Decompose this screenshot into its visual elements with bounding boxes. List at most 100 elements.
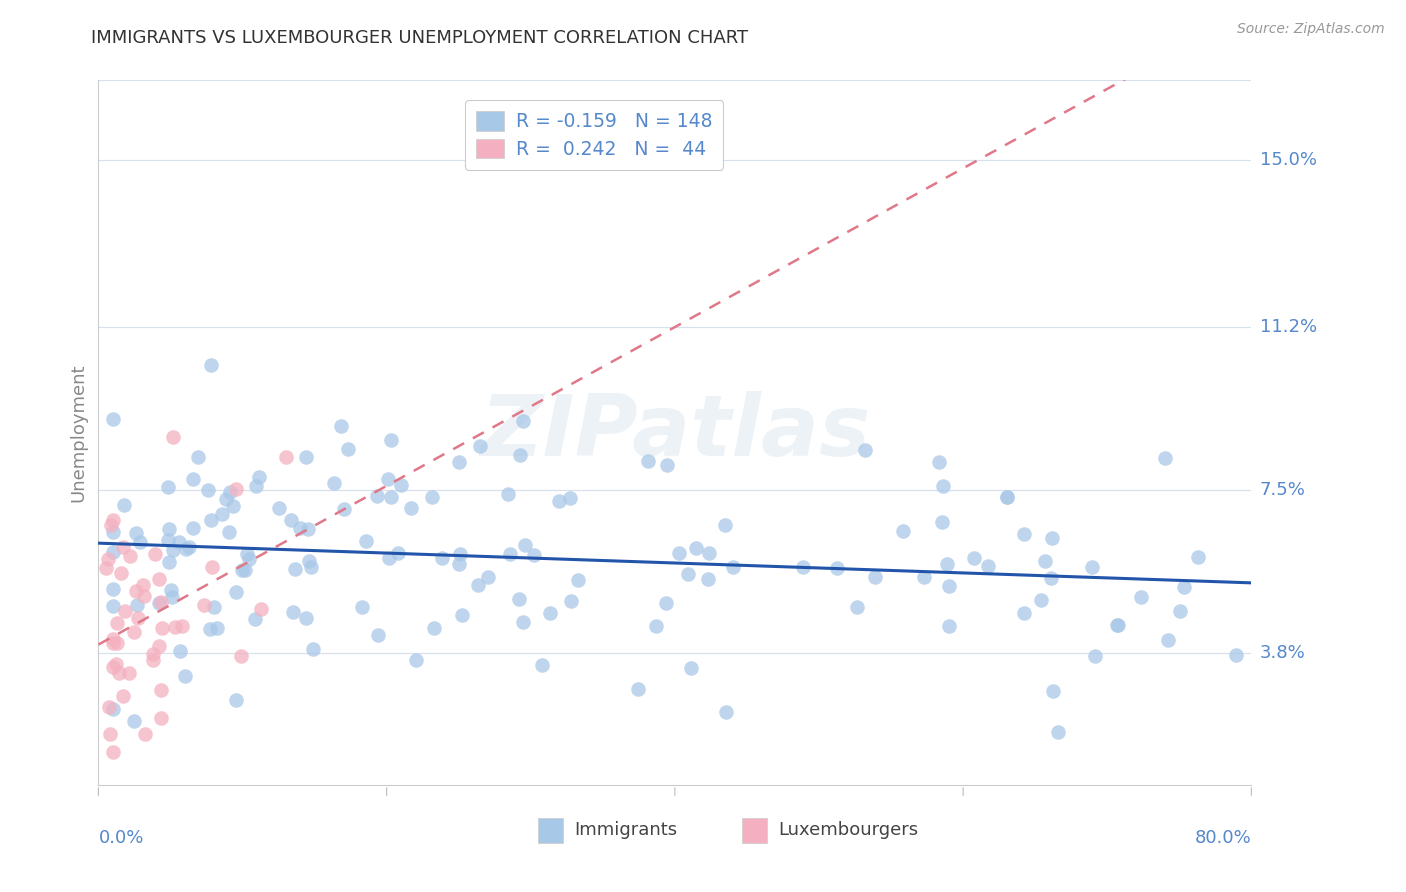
Point bbox=[845, 600, 868, 615]
Point bbox=[912, 570, 935, 584]
Point bbox=[697, 572, 720, 586]
Point bbox=[681, 661, 703, 675]
Point bbox=[238, 552, 260, 566]
Point bbox=[128, 535, 150, 549]
Point bbox=[560, 594, 582, 608]
Point bbox=[181, 472, 204, 486]
Point bbox=[928, 455, 950, 469]
Point bbox=[366, 489, 388, 503]
Text: Source: ZipAtlas.com: Source: ZipAtlas.com bbox=[1237, 22, 1385, 37]
Point bbox=[935, 557, 957, 571]
Text: 7.5%: 7.5% bbox=[1260, 481, 1306, 499]
Text: 3.8%: 3.8% bbox=[1260, 644, 1305, 662]
Point bbox=[378, 550, 401, 565]
Point bbox=[714, 517, 737, 532]
Point bbox=[174, 541, 197, 556]
Point bbox=[387, 545, 409, 559]
Point bbox=[247, 470, 270, 484]
Point bbox=[165, 620, 187, 634]
Point bbox=[148, 639, 170, 653]
Point bbox=[1042, 684, 1064, 698]
Point bbox=[162, 542, 184, 557]
Point bbox=[198, 622, 221, 636]
Point bbox=[294, 611, 316, 625]
Point bbox=[714, 705, 737, 719]
Point bbox=[94, 561, 117, 575]
Point bbox=[150, 595, 173, 609]
Point bbox=[1012, 606, 1035, 620]
Point bbox=[157, 522, 180, 536]
Point bbox=[205, 621, 228, 635]
Point bbox=[1047, 725, 1070, 739]
Point bbox=[101, 513, 124, 527]
Point bbox=[281, 605, 304, 619]
Point bbox=[1130, 590, 1153, 604]
Point bbox=[1225, 648, 1247, 662]
Point bbox=[451, 607, 474, 622]
Point bbox=[101, 524, 124, 539]
Point bbox=[508, 591, 530, 606]
Point bbox=[122, 624, 145, 639]
Point bbox=[401, 500, 423, 515]
Point bbox=[637, 454, 659, 468]
Point bbox=[685, 541, 707, 556]
Point bbox=[337, 442, 360, 457]
Point bbox=[380, 491, 402, 505]
Point bbox=[512, 414, 534, 428]
Point bbox=[229, 648, 252, 663]
Point bbox=[127, 610, 149, 624]
Point bbox=[245, 612, 267, 626]
Point bbox=[655, 596, 678, 610]
Point bbox=[1080, 560, 1102, 574]
Point bbox=[218, 524, 240, 539]
Point bbox=[1157, 632, 1180, 647]
Point bbox=[148, 572, 170, 586]
Point bbox=[513, 538, 536, 552]
Point bbox=[499, 547, 522, 561]
Point bbox=[142, 647, 165, 661]
Point bbox=[134, 727, 156, 741]
Point bbox=[225, 693, 247, 707]
Point bbox=[112, 540, 135, 554]
Point bbox=[197, 483, 219, 498]
Point bbox=[938, 618, 960, 632]
Point bbox=[1040, 571, 1063, 585]
Point bbox=[276, 450, 298, 464]
Point bbox=[377, 472, 399, 486]
Point bbox=[723, 560, 745, 574]
Point bbox=[329, 418, 352, 433]
Point bbox=[105, 616, 128, 631]
Point bbox=[548, 494, 571, 508]
Y-axis label: Unemployment: Unemployment bbox=[69, 363, 87, 502]
Point bbox=[101, 632, 124, 647]
Point bbox=[655, 458, 678, 472]
Point bbox=[676, 567, 699, 582]
Point bbox=[354, 534, 377, 549]
Point bbox=[179, 541, 201, 555]
Point bbox=[792, 560, 814, 574]
Point bbox=[97, 700, 120, 714]
Point bbox=[509, 448, 531, 462]
Point bbox=[169, 535, 191, 549]
Point bbox=[367, 628, 389, 642]
Point bbox=[267, 500, 290, 515]
Point bbox=[142, 653, 165, 667]
Text: IMMIGRANTS VS LUXEMBOURGER UNEMPLOYMENT CORRELATION CHART: IMMIGRANTS VS LUXEMBOURGER UNEMPLOYMENT … bbox=[91, 29, 748, 46]
Point bbox=[201, 560, 224, 574]
Point bbox=[295, 450, 318, 465]
Point bbox=[1107, 617, 1129, 632]
Point bbox=[430, 550, 453, 565]
Point bbox=[111, 689, 134, 703]
Point bbox=[1040, 531, 1063, 545]
Point bbox=[284, 562, 307, 576]
Point bbox=[1084, 649, 1107, 664]
Point bbox=[174, 669, 197, 683]
Point bbox=[187, 450, 209, 464]
Point bbox=[143, 547, 166, 561]
Point bbox=[538, 606, 561, 620]
Text: 15.0%: 15.0% bbox=[1260, 151, 1316, 169]
Point bbox=[1012, 526, 1035, 541]
Point bbox=[865, 570, 887, 584]
Point bbox=[169, 644, 191, 658]
Point bbox=[157, 533, 180, 547]
